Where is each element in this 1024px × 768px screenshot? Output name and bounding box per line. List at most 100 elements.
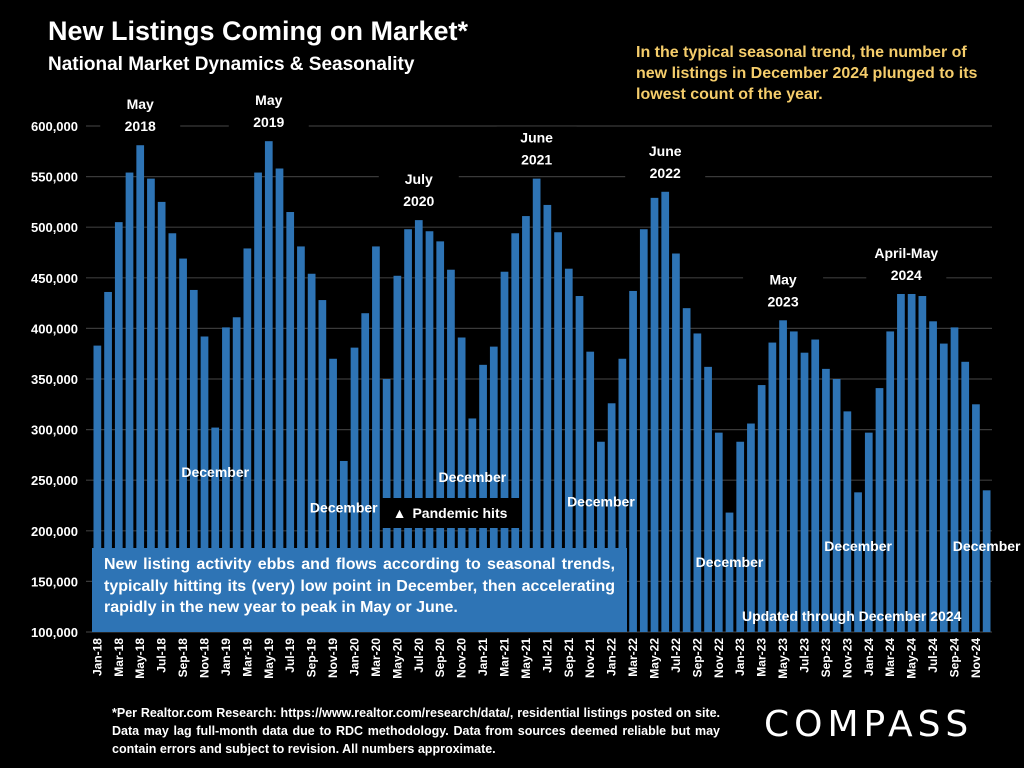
bar bbox=[950, 327, 959, 632]
chart-title: New Listings Coming on Market* bbox=[48, 16, 469, 46]
x-tick-label: May-18 bbox=[133, 638, 147, 679]
insight-text: In the typical seasonal trend, the numbe… bbox=[636, 44, 978, 103]
december-annotation: December bbox=[696, 554, 764, 570]
x-tick-label: Sep-21 bbox=[562, 638, 576, 678]
x-tick-label: Mar-22 bbox=[626, 638, 640, 677]
bar bbox=[972, 404, 980, 632]
bar bbox=[414, 220, 423, 632]
bar bbox=[843, 411, 852, 632]
bar bbox=[886, 331, 895, 632]
x-tick-label: Jul-24 bbox=[926, 638, 940, 673]
x-tick-label: May-24 bbox=[905, 638, 919, 679]
bar bbox=[189, 289, 198, 632]
x-tick-label: Nov-24 bbox=[969, 638, 983, 678]
peak-annotation: 2024 bbox=[891, 267, 922, 283]
x-tick-label: May-23 bbox=[776, 638, 790, 679]
peak-annotation: May bbox=[769, 271, 796, 287]
bar bbox=[489, 346, 498, 632]
x-tick-label: Nov-19 bbox=[326, 638, 340, 678]
bar bbox=[254, 172, 262, 632]
x-tick-label: Mar-21 bbox=[498, 638, 512, 677]
bar bbox=[554, 232, 562, 632]
x-tick-label: May-21 bbox=[519, 638, 533, 679]
bar bbox=[179, 258, 187, 632]
annotation-backing bbox=[743, 268, 824, 313]
x-tick-label: Sep-20 bbox=[433, 638, 447, 678]
peak-annotation: June bbox=[520, 130, 553, 146]
x-tick-label: May-20 bbox=[390, 638, 404, 679]
bar bbox=[714, 432, 723, 632]
y-tick-label: 600,000 bbox=[31, 119, 78, 134]
bar bbox=[404, 229, 412, 632]
bar bbox=[543, 204, 552, 632]
december-annotation: December bbox=[310, 500, 378, 516]
y-tick-label: 200,000 bbox=[31, 524, 78, 539]
bar bbox=[447, 269, 455, 632]
pandemic-label-text: Pandemic hits bbox=[412, 505, 508, 521]
bar bbox=[564, 268, 573, 632]
x-tick-label: Sep-19 bbox=[305, 638, 319, 678]
x-tick-label: Sep-22 bbox=[690, 638, 704, 678]
bar bbox=[982, 490, 991, 632]
x-tick-label: Jul-22 bbox=[669, 638, 683, 673]
x-tick-label: May-22 bbox=[648, 638, 662, 679]
bar bbox=[136, 145, 145, 632]
updated-label: Updated through December 2024 bbox=[742, 608, 962, 624]
bar bbox=[307, 273, 316, 632]
bar bbox=[650, 197, 659, 633]
peak-annotation: 2019 bbox=[253, 114, 284, 130]
bar bbox=[125, 172, 134, 632]
seasonal-callout: New listing activity ebbs and flows acco… bbox=[92, 548, 627, 632]
x-tick-label: Jan-22 bbox=[605, 638, 619, 676]
bar bbox=[339, 460, 348, 632]
bar bbox=[297, 246, 305, 633]
bar bbox=[104, 291, 112, 632]
bar bbox=[425, 231, 434, 633]
x-tick-label: Jan-18 bbox=[90, 638, 104, 676]
bar bbox=[854, 492, 862, 632]
x-tick-label: Jan-20 bbox=[348, 638, 362, 676]
annotation-backing bbox=[496, 126, 577, 171]
bar bbox=[200, 336, 209, 632]
bar bbox=[372, 246, 380, 633]
bar bbox=[725, 512, 734, 632]
bar bbox=[961, 361, 970, 632]
y-tick-label: 550,000 bbox=[31, 170, 78, 185]
bar bbox=[618, 358, 627, 632]
annotation-backing bbox=[378, 168, 459, 213]
x-tick-label: Mar-19 bbox=[240, 638, 254, 677]
y-tick-label: 350,000 bbox=[31, 372, 78, 387]
december-annotation: December bbox=[953, 538, 1021, 554]
bar bbox=[522, 216, 530, 632]
x-tick-label: Mar-18 bbox=[112, 638, 126, 677]
bar bbox=[361, 313, 370, 632]
y-axis-ticks: 100,000 150,000 200,000 250,000 300,000 350,0… bbox=[31, 119, 78, 640]
bar bbox=[897, 293, 905, 632]
bars bbox=[93, 141, 991, 633]
bar bbox=[211, 427, 220, 632]
y-tick-label: 150,000 bbox=[31, 574, 78, 589]
bar bbox=[329, 358, 337, 632]
x-axis-ticks: Jan-18 Mar-18 May-18 Jul-18 Sep-18 Nov-18 Jan-… bbox=[90, 638, 983, 679]
bar bbox=[918, 296, 927, 632]
pandemic-label: ▲ Pandemic hits bbox=[380, 498, 520, 528]
x-tick-label: Jan-21 bbox=[476, 638, 490, 676]
triangle-up-icon: ▲ bbox=[392, 505, 407, 521]
annotations: May 2018 May 2019 July 2020 June 2021 June 2022 Ma… bbox=[100, 89, 1021, 570]
bar bbox=[147, 178, 155, 632]
x-tick-label: Jul-18 bbox=[155, 638, 169, 673]
y-tick-label: 400,000 bbox=[31, 321, 78, 336]
x-tick-label: Mar-24 bbox=[883, 638, 897, 677]
bar bbox=[232, 317, 241, 632]
x-tick-label: Sep-18 bbox=[176, 638, 190, 678]
bar bbox=[704, 366, 712, 632]
bar bbox=[436, 241, 445, 633]
bar bbox=[350, 347, 359, 632]
bar bbox=[586, 351, 595, 632]
bar bbox=[532, 178, 541, 632]
bar bbox=[629, 290, 637, 632]
annotation-backing bbox=[625, 139, 706, 184]
bar bbox=[318, 300, 327, 632]
bar bbox=[661, 191, 670, 632]
bar bbox=[929, 321, 937, 632]
